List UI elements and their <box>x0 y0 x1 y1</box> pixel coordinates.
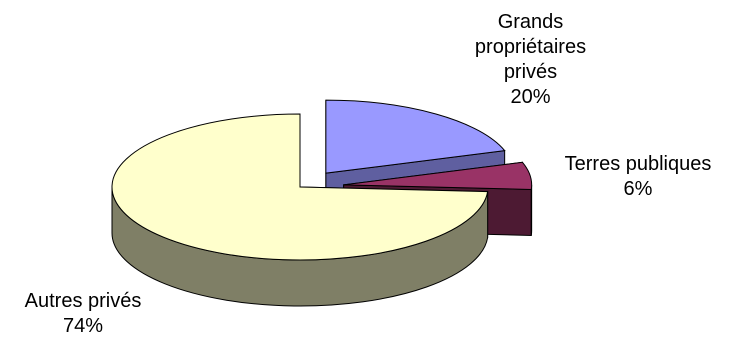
label-line: Grands <box>448 10 613 35</box>
label-terres-publiques: Terres publiques 6% <box>543 152 733 202</box>
label-percent: 6% <box>543 177 733 202</box>
label-line: privés <box>448 60 613 85</box>
label-percent: 74% <box>3 314 163 339</box>
label-autres-prives: Autres privés 74% <box>3 289 163 339</box>
label-line: Terres publiques <box>543 152 733 177</box>
label-percent: 20% <box>448 85 613 110</box>
label-line: Autres privés <box>3 289 163 314</box>
label-line: propriétaires <box>448 35 613 60</box>
label-grands-proprietaires: Grands propriétaires privés 20% <box>448 10 613 110</box>
